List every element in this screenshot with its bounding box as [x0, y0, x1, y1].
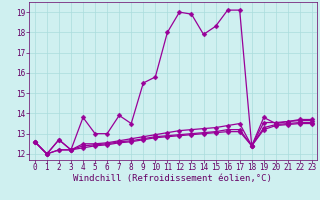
X-axis label: Windchill (Refroidissement éolien,°C): Windchill (Refroidissement éolien,°C): [73, 174, 272, 183]
